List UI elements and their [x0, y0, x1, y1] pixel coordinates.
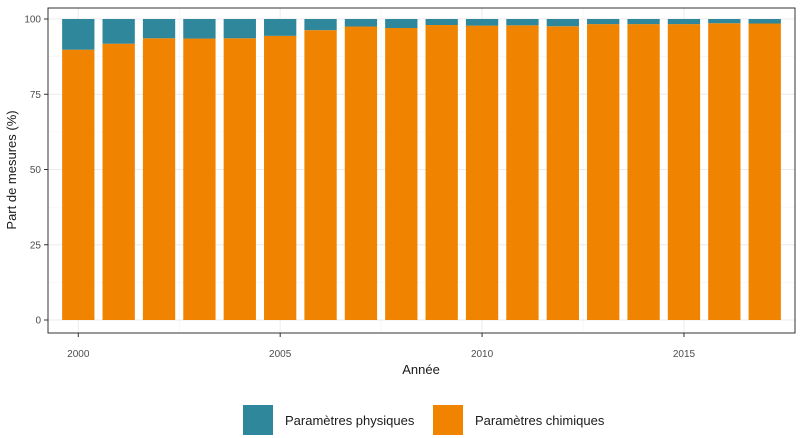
x-axis-title: Année [402, 362, 440, 377]
axes: 0 25 50 75 100 2000 2005 2010 2015 [24, 15, 695, 361]
y-tick-label: 50 [30, 165, 42, 176]
bar-chimiques-2001 [102, 43, 135, 320]
bar-physiques-2000 [62, 19, 95, 50]
bar-chimiques-2012 [546, 26, 579, 320]
bar-chimiques-2007 [344, 26, 378, 321]
bar-chimiques-2014 [627, 24, 660, 320]
bars [62, 19, 781, 321]
bar-chimiques-2010 [465, 25, 499, 320]
y-tick-label: 75 [30, 90, 42, 101]
bar-chimiques-2003 [183, 38, 216, 320]
bar-physiques-2005 [264, 19, 297, 36]
bar-chimiques-2013 [587, 24, 620, 320]
y-axis-title: Part de mesures (%) [4, 110, 19, 229]
bar-physiques-2004 [223, 19, 256, 39]
bar-chimiques-2011 [506, 25, 539, 321]
bar-physiques-2014 [627, 19, 660, 25]
legend: Paramètres physiques Paramètres chimique… [243, 405, 605, 435]
bar-physiques-2002 [142, 19, 176, 39]
bar-physiques-2007 [344, 19, 378, 27]
bar-chimiques-2000 [62, 49, 95, 321]
bar-chimiques-2004 [223, 38, 256, 320]
bar-chimiques-2017 [748, 23, 781, 320]
bar-physiques-2001 [102, 19, 135, 44]
x-tick-label: 2015 [673, 349, 696, 360]
legend-swatch-chimiques [433, 405, 463, 435]
y-tick-label: 25 [30, 240, 42, 251]
x-tick-label: 2005 [269, 349, 292, 360]
bar-physiques-2016 [708, 19, 741, 24]
legend-label-physiques: Paramètres physiques [285, 413, 415, 428]
bar-physiques-2008 [385, 19, 418, 29]
bar-chimiques-2015 [667, 24, 701, 320]
bar-chimiques-2005 [264, 35, 297, 321]
x-tick-label: 2010 [471, 349, 494, 360]
y-tick-label: 100 [24, 15, 41, 26]
bar-chimiques-2006 [304, 30, 337, 321]
bar-chimiques-2008 [385, 28, 418, 321]
plot-panel-border [47, 7, 796, 334]
bar-physiques-2012 [546, 19, 579, 27]
bar-physiques-2011 [506, 19, 539, 26]
y-tick-label: 0 [35, 316, 41, 327]
bar-physiques-2003 [183, 19, 216, 39]
bar-physiques-2006 [304, 19, 337, 31]
bar-physiques-2013 [587, 19, 620, 25]
bar-chimiques-2009 [425, 25, 458, 321]
legend-swatch-physiques [243, 405, 273, 435]
bar-chimiques-2016 [708, 23, 741, 321]
bar-physiques-2015 [667, 19, 701, 25]
bar-physiques-2009 [425, 19, 458, 26]
legend-label-chimiques: Paramètres chimiques [475, 413, 605, 428]
bar-physiques-2017 [748, 19, 781, 24]
bar-chimiques-2002 [142, 38, 176, 320]
bar-physiques-2010 [465, 19, 499, 26]
x-tick-label: 2000 [67, 349, 90, 360]
